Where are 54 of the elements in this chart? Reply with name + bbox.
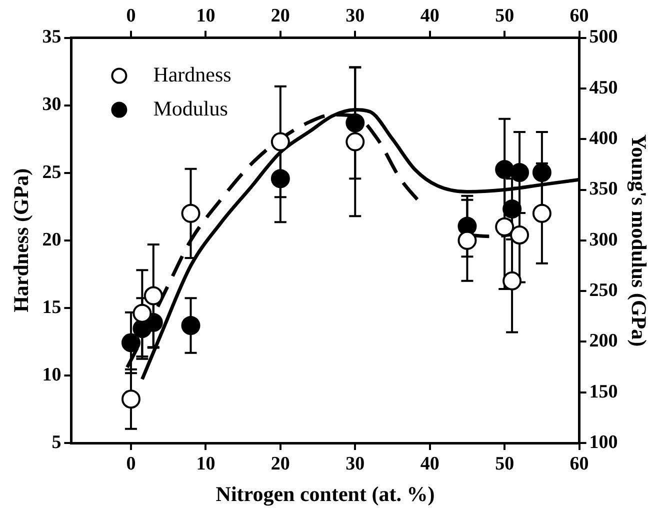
y-tick-label: 10 [42,364,62,386]
point [495,217,514,236]
x2-tick-label: 0 [126,453,136,474]
x2-tick-label: 40 [420,453,440,474]
point [532,163,552,182]
x-tick-label: 30 [346,5,365,26]
y-tick-label: 35 [42,26,62,48]
point [532,204,552,223]
x2-tick-label: 60 [570,453,589,474]
point [458,230,477,250]
point [510,226,530,244]
point [181,204,200,223]
legend-label: Hardness [153,62,232,86]
point [121,333,140,352]
x2-tick-label: 20 [270,453,290,474]
point [144,286,163,306]
point [502,271,522,290]
legend-label: Modulus [153,96,228,120]
point [495,160,514,179]
y2-tick-label: 250 [589,280,618,301]
y-tick-label: 30 [42,94,62,116]
y2-tick-label: 300 [589,229,618,250]
point [346,113,365,132]
x-tick-label: 40 [420,5,440,26]
x2-tick-label: 10 [196,453,216,474]
y-tick-label: 5 [52,432,62,453]
x-tick-label: 10 [196,5,216,26]
y2-axis-title: Young's modulus (GPa) [626,134,651,347]
point [270,132,290,152]
point [132,304,152,323]
point [502,199,522,218]
y-axis-title: Hardness (GPa) [9,168,34,312]
x2-tick-label: 30 [346,453,365,474]
y2-tick-label: 200 [589,330,618,352]
y2-tick-label: 150 [589,381,618,402]
x-tick-label: 60 [570,5,589,26]
y2-tick-label: 100 [589,432,618,453]
x2-tick-label: 50 [495,453,514,474]
y2-tick-label: 450 [589,77,618,98]
point [270,169,290,188]
y-tick-label: 20 [42,229,62,250]
y2-tick-label: 500 [589,26,618,48]
x-tick-label: 20 [270,5,290,26]
point [121,390,140,409]
x-tick-label: 50 [495,5,514,26]
y-tick-label: 15 [42,296,62,318]
point [510,163,530,182]
x-tick-label: 0 [126,5,136,26]
y-tick-label: 25 [42,162,62,183]
y2-tick-label: 400 [589,128,618,150]
point [346,132,365,152]
point [181,316,200,335]
x-axis-title: Nitrogen content (at. %) [216,482,435,506]
y2-tick-label: 350 [589,178,618,200]
